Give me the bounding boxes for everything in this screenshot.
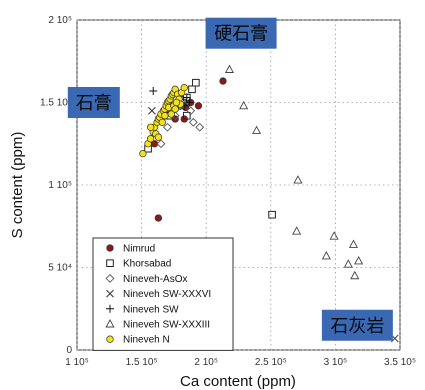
data-point — [292, 226, 302, 235]
legend-label: Nimrud — [123, 244, 155, 255]
data-point — [139, 149, 147, 158]
y-tick-label: 2 10⁵ — [48, 15, 72, 26]
y-axis-title: S content (ppm) — [9, 132, 26, 239]
data-point — [194, 102, 203, 110]
annotation-label: 硬石膏 — [214, 23, 268, 45]
data-point — [188, 85, 196, 94]
x-tick-label: 2.5 10⁵ — [255, 357, 287, 368]
data-point — [343, 259, 353, 268]
legend-marker — [105, 319, 115, 328]
data-point — [167, 110, 175, 118]
y-tick-label: 1.5 10⁵ — [40, 98, 72, 109]
data-point — [321, 251, 331, 260]
data-point — [154, 214, 163, 222]
data-series — [139, 64, 399, 343]
x-tick-label: 3.5 10⁵ — [384, 357, 416, 368]
annotation-label: 石灰岩 — [330, 316, 384, 337]
data-point — [195, 122, 205, 132]
data-point — [186, 106, 196, 116]
x-tick-label: 2 10⁵ — [194, 357, 218, 368]
data-point — [350, 270, 360, 280]
legend-marker — [106, 244, 114, 252]
data-point — [182, 93, 191, 102]
data-point — [172, 98, 181, 107]
legend-label: Nineveh SW — [123, 304, 179, 315]
series-7 — [139, 83, 188, 158]
series-6 — [224, 64, 364, 280]
data-point — [183, 111, 191, 120]
legend: Nimrud Khorsabad Nineveh-AsOx Nineveh SW-XX… — [92, 237, 234, 351]
x-tick-label: 3 10⁵ — [324, 357, 348, 368]
data-point — [158, 118, 166, 126]
data-point — [185, 98, 194, 107]
data-point — [252, 125, 262, 135]
y-tick-label: 0 — [66, 345, 72, 356]
data-point — [188, 117, 198, 127]
annotation-box — [205, 17, 277, 49]
legend-label: Nineveh SW-XXXVI — [123, 289, 211, 300]
data-point — [171, 105, 179, 113]
axis-ticks: 1 10⁵ 1.5 10⁵ 2 10⁵ 2.5 10⁵ 3 10⁵ 3.5 10⁵ 0 5 1… — [40, 15, 416, 368]
legend-label: Nineveh-AsOx — [123, 274, 187, 285]
legend-marker — [106, 304, 114, 313]
data-point — [146, 135, 155, 143]
data-point — [148, 106, 156, 115]
y-tick-label: 1 10⁵ — [48, 180, 72, 191]
data-point — [154, 133, 163, 141]
legend-label: Nineveh N — [123, 335, 170, 346]
legend-label: Nineveh SW-XXXIII — [123, 320, 210, 331]
x-tick-label: 1.5 10⁵ — [126, 357, 158, 368]
legend-marker — [106, 289, 114, 298]
x-tick-label: 1 10⁵ — [65, 357, 89, 368]
data-point — [239, 100, 249, 110]
data-point — [293, 175, 303, 184]
legend-marker — [105, 273, 115, 283]
data-point — [161, 112, 169, 120]
annotation-box — [321, 309, 393, 341]
legend-label: Khorsabad — [123, 259, 171, 270]
legend-frame — [92, 237, 234, 351]
data-point — [192, 78, 200, 87]
data-point — [348, 239, 359, 248]
x-axis-title: Ca content (ppm) — [180, 373, 296, 390]
data-point — [149, 86, 158, 95]
data-point — [163, 122, 172, 132]
legend-marker — [106, 259, 114, 267]
annotation-label: 石膏 — [76, 92, 112, 114]
data-point — [146, 123, 155, 131]
data-point — [180, 83, 188, 92]
annotation-box — [67, 87, 120, 118]
y-tick-label: 5 10⁴ — [48, 263, 72, 274]
legend-marker — [106, 335, 114, 343]
data-point — [156, 139, 166, 149]
data-point — [224, 64, 235, 73]
data-point — [268, 210, 276, 219]
data-point — [354, 255, 364, 265]
data-point — [219, 77, 227, 85]
data-point — [329, 231, 339, 240]
